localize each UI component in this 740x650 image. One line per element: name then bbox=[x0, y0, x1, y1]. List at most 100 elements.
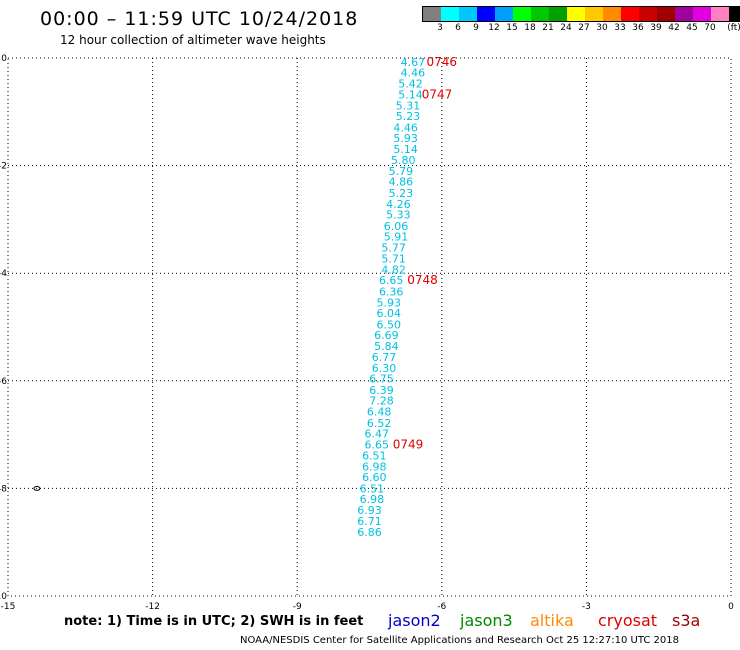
plot-frame bbox=[7, 57, 732, 597]
satellite-jason2: jason2 bbox=[388, 611, 441, 630]
swh-value-label: 4.67 bbox=[401, 56, 426, 69]
swh-value-label: 6.71 bbox=[357, 515, 382, 528]
legend-label: 24 bbox=[560, 23, 572, 33]
legend-swatch bbox=[603, 7, 621, 21]
legend-swatch bbox=[495, 7, 513, 21]
swh-value-label: 5.33 bbox=[386, 209, 411, 222]
grid-layer bbox=[7, 57, 732, 597]
chart-title: 00:00 – 11:59 UTC 10/24/2018 bbox=[40, 8, 359, 30]
swh-value-label: 6.51 bbox=[362, 450, 387, 463]
legend-label: 39 bbox=[650, 23, 662, 33]
footer-note: note: 1) Time is in UTC; 2) SWH is in fe… bbox=[64, 614, 364, 629]
swh-value-label: 5.93 bbox=[377, 296, 402, 309]
swh-value-label: 4.26 bbox=[386, 198, 411, 211]
extra-mark-layer bbox=[33, 485, 41, 491]
swh-label-layer: 4.674.465.425.145.315.234.465.935.145.80… bbox=[357, 56, 425, 539]
y-tick-label: -6 bbox=[0, 377, 7, 387]
legend-swatch bbox=[423, 7, 441, 21]
swh-value-label: 6.39 bbox=[369, 384, 394, 397]
legend-label: 70 bbox=[704, 23, 716, 33]
legend-swatch bbox=[639, 7, 657, 21]
legend-label: 18 bbox=[524, 23, 536, 33]
swh-value-label: 6.36 bbox=[379, 285, 404, 298]
legend-label: 42 bbox=[668, 23, 680, 33]
legend-swatch bbox=[459, 7, 477, 21]
swh-value-label: 5.23 bbox=[396, 110, 421, 123]
swh-value-label: 6.48 bbox=[367, 405, 392, 418]
swh-value-label: 6.75 bbox=[369, 373, 394, 386]
legend-label: 45 bbox=[686, 23, 698, 33]
x-tick-label: -12 bbox=[145, 602, 160, 612]
swh-value-label: 6.52 bbox=[367, 417, 392, 430]
legend-label: 9 bbox=[473, 23, 479, 33]
tick-layer: -15 -12 -9 -6 -3 0 0 -2 -4 -6 -8 -10 bbox=[0, 54, 734, 612]
legend-swatch bbox=[513, 7, 531, 21]
legend-swatch bbox=[675, 7, 693, 21]
legend-label: 15 bbox=[506, 23, 518, 33]
swh-value-label: 6.30 bbox=[372, 362, 397, 375]
satellite-cryosat: cryosat bbox=[598, 611, 658, 630]
satellite-altika: altika bbox=[530, 611, 574, 630]
swh-value-label: 5.91 bbox=[384, 231, 409, 244]
legend-label: 33 bbox=[614, 23, 626, 33]
legend-label: 36 bbox=[632, 23, 644, 33]
swh-value-label: 6.98 bbox=[360, 493, 385, 506]
legend-label: 12 bbox=[488, 23, 500, 33]
swh-value-label: 5.14 bbox=[398, 89, 423, 102]
y-tick-label: -2 bbox=[0, 162, 7, 172]
wave-height-plot: -15-12-9-6-300-2-4-6-8-10 4.674.465.425.… bbox=[0, 54, 734, 612]
swh-value-label: 6.93 bbox=[357, 504, 382, 517]
swh-value-label: 6.86 bbox=[357, 526, 382, 539]
swh-value-label: 4.82 bbox=[381, 263, 406, 276]
legend-swatch bbox=[621, 7, 639, 21]
y-tick-label: -10 bbox=[0, 592, 7, 602]
satellite-s3a: s3a bbox=[672, 611, 701, 630]
x-tick-label: -15 bbox=[1, 602, 16, 612]
legend-swatch bbox=[531, 7, 549, 21]
footer: note: 1) Time is in UTC; 2) SWH is in fe… bbox=[0, 611, 740, 650]
swh-value-label: 6.51 bbox=[360, 482, 385, 495]
swh-value-label: 5.31 bbox=[396, 99, 421, 112]
legend-swatch bbox=[477, 7, 495, 21]
legend-swatch bbox=[729, 7, 740, 21]
legend-swatches bbox=[422, 6, 740, 22]
x-tick-label: 0 bbox=[728, 602, 734, 612]
y-tick-label: -4 bbox=[0, 269, 7, 279]
legend-label: 3 bbox=[437, 23, 443, 33]
legend-swatch bbox=[657, 7, 675, 21]
swh-value-label: 7.28 bbox=[369, 395, 394, 408]
satellite-jason3: jason3 bbox=[460, 611, 513, 630]
color-legend: 3 6 9 12 15 18 21 24 27 30 33 36 39 42 45 70 (ft) bbox=[422, 6, 740, 36]
swh-value-label: 5.14 bbox=[393, 143, 418, 156]
swh-value-label: 6.77 bbox=[372, 351, 397, 364]
time-label: 0746 bbox=[427, 55, 458, 69]
swh-value-label: 6.69 bbox=[374, 329, 399, 342]
swh-value-label: 5.23 bbox=[389, 187, 414, 200]
coast-marker bbox=[33, 485, 41, 491]
chart-subtitle: 12 hour collection of altimeter wave hei… bbox=[60, 33, 326, 47]
legend-labels: 3 6 9 12 15 18 21 24 27 30 33 36 39 42 45 70 (ft) bbox=[422, 22, 740, 36]
y-tick-label: -8 bbox=[0, 484, 7, 494]
x-tick-label: -6 bbox=[437, 602, 446, 612]
swh-value-label: 6.65 bbox=[364, 438, 389, 451]
legend-label: 6 bbox=[455, 23, 461, 33]
time-label: 0748 bbox=[407, 273, 438, 287]
legend-label: 27 bbox=[578, 23, 590, 33]
legend-swatch bbox=[567, 7, 585, 21]
y-tick-label: 0 bbox=[1, 54, 7, 64]
legend-swatch bbox=[549, 7, 567, 21]
legend-swatch bbox=[441, 7, 459, 21]
swh-value-label: 6.04 bbox=[377, 307, 402, 320]
time-label: 0749 bbox=[393, 437, 424, 451]
x-tick-label: -9 bbox=[293, 602, 302, 612]
legend-label: 30 bbox=[596, 23, 608, 33]
swh-value-label: 5.79 bbox=[389, 165, 414, 178]
x-tick-label: -3 bbox=[582, 602, 591, 612]
legend-label: (ft) bbox=[727, 23, 740, 33]
legend-swatch bbox=[711, 7, 729, 21]
swh-value-label: 6.98 bbox=[362, 460, 387, 473]
time-label: 0747 bbox=[422, 88, 453, 102]
swh-value-label: 5.42 bbox=[398, 77, 423, 90]
time-label-layer: 0746 0747 0748 0749 bbox=[393, 55, 457, 452]
swh-value-label: 6.65 bbox=[379, 274, 404, 287]
